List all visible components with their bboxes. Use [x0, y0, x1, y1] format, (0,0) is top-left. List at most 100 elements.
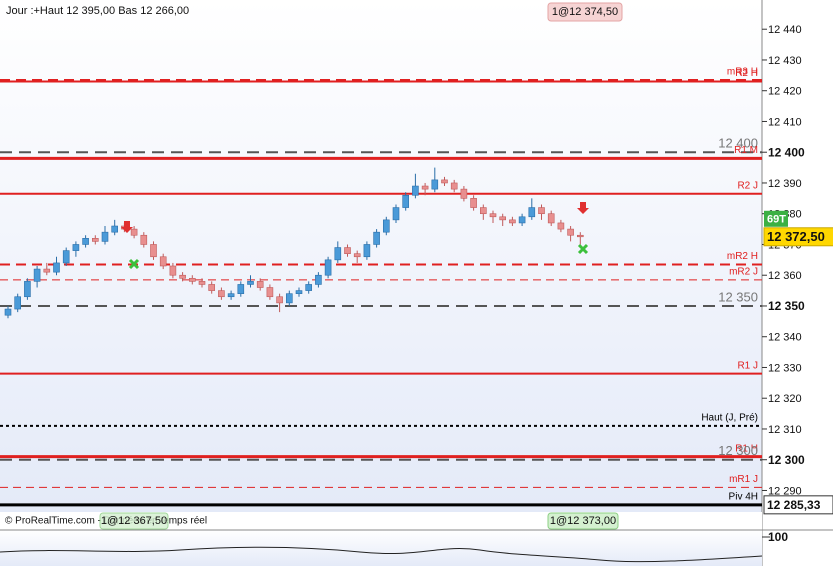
candle-body [92, 238, 99, 242]
last-price-box [763, 227, 833, 247]
candle-body [72, 244, 80, 251]
order-bottom-right[interactable]: 1@12 373,00 [550, 515, 616, 527]
candle-body [276, 296, 283, 304]
candle-body [285, 293, 293, 304]
candle-body [499, 216, 507, 221]
countdown-box [764, 210, 788, 227]
y-tick-label: 12 440 [768, 24, 802, 36]
candle-body [402, 194, 410, 208]
candle-body [576, 234, 584, 238]
y-tick-label: 12 320 [768, 393, 802, 405]
axis-panel [762, 0, 833, 566]
candle-body [431, 179, 439, 190]
last-price-label: 12 372,50 [767, 229, 825, 244]
level-label: 12 350 [718, 289, 758, 304]
candle-body [189, 277, 196, 282]
candle-body [53, 262, 60, 273]
y-tick-label: 12 410 [768, 116, 802, 128]
candle-body [62, 250, 70, 264]
level-label: mR2 J [729, 266, 758, 277]
y-tick-label: 12 300 [768, 453, 805, 467]
y-tick-label: 12 350 [768, 299, 805, 313]
level-label: 12 300 [718, 443, 758, 458]
price-box-label: 12 285,33 [767, 498, 821, 512]
candle-body [421, 185, 429, 190]
candle-body [198, 281, 206, 285]
candle-body [479, 207, 487, 215]
level-label: R1 J [737, 360, 758, 371]
candle-body [130, 228, 138, 236]
level-label: R1 M [734, 145, 758, 156]
candle-body [33, 268, 41, 282]
candle-body [373, 231, 380, 245]
candle-body [218, 290, 225, 298]
candle-body [412, 185, 419, 196]
y-tick-label: 12 390 [768, 178, 802, 190]
candle-body [382, 219, 390, 233]
order-box[interactable] [99, 512, 169, 530]
candle-body [24, 281, 31, 298]
candle-body [392, 207, 400, 221]
candle-body [518, 216, 526, 224]
candle-body [489, 213, 497, 218]
oscillator-panel [0, 530, 762, 566]
signal-arrow [121, 221, 133, 233]
candle-body [14, 296, 21, 310]
candle-body [363, 244, 371, 258]
order-box[interactable] [547, 2, 623, 22]
plot-area [0, 0, 762, 512]
y-tick-label: 12 290 [768, 485, 802, 497]
candle-body [208, 284, 215, 291]
signal-cross [577, 243, 589, 255]
candle-body [82, 238, 89, 245]
candle-body [150, 244, 157, 258]
level-label: R1 H [735, 443, 758, 454]
level-label: R2 H [735, 68, 758, 79]
order-box[interactable] [547, 512, 619, 530]
signal-cross [128, 258, 140, 270]
candle-body [441, 179, 448, 184]
candle-body [509, 219, 516, 224]
candle-body [567, 228, 574, 236]
candle-body [344, 247, 351, 254]
level-label: mR2 H [727, 251, 758, 262]
level-label: 12 400 [718, 136, 758, 151]
y-tick-label: 12 400 [768, 145, 805, 159]
order-bottom-left[interactable]: 1@12 367,50 [101, 515, 167, 527]
y-tick-label: 12 330 [768, 362, 802, 374]
candle-body [169, 265, 177, 276]
y-tick-label: 12 360 [768, 270, 802, 282]
candle-body [101, 231, 109, 242]
header: Jour :+Haut 12 395,00 Bas 12 266,00 [6, 5, 189, 17]
candle-body [227, 293, 235, 298]
candle-body [237, 284, 245, 294]
candle-body [4, 308, 12, 316]
signal-arrow [577, 202, 589, 214]
oscillator-line [0, 546, 763, 563]
candle-body [557, 222, 565, 230]
level-label: mR1 J [729, 474, 758, 485]
y-tick-label: 12 340 [768, 332, 802, 344]
candle-body [470, 198, 477, 208]
y-tick-label: 12 420 [768, 86, 802, 98]
candle-body [460, 188, 468, 199]
candle-body [111, 225, 118, 233]
level-label: mR3 H [727, 67, 758, 78]
candle-body [295, 290, 303, 294]
level-label: Piv 4H [729, 491, 758, 502]
candle-body [538, 207, 545, 215]
level-label: Haut (J, Pré) [701, 413, 758, 424]
oscillator-label: 100 [768, 530, 788, 544]
candle-body [353, 253, 361, 258]
candle-body [450, 182, 458, 190]
price-box [763, 495, 833, 515]
candle-body [324, 259, 332, 276]
candle-body [266, 287, 274, 298]
order-top[interactable]: 1@12 374,50 [552, 6, 618, 18]
y-tick-label: 12 310 [768, 424, 802, 436]
candle-body [159, 256, 167, 267]
candle-body [305, 284, 313, 291]
level-label: R2 J [737, 180, 758, 191]
